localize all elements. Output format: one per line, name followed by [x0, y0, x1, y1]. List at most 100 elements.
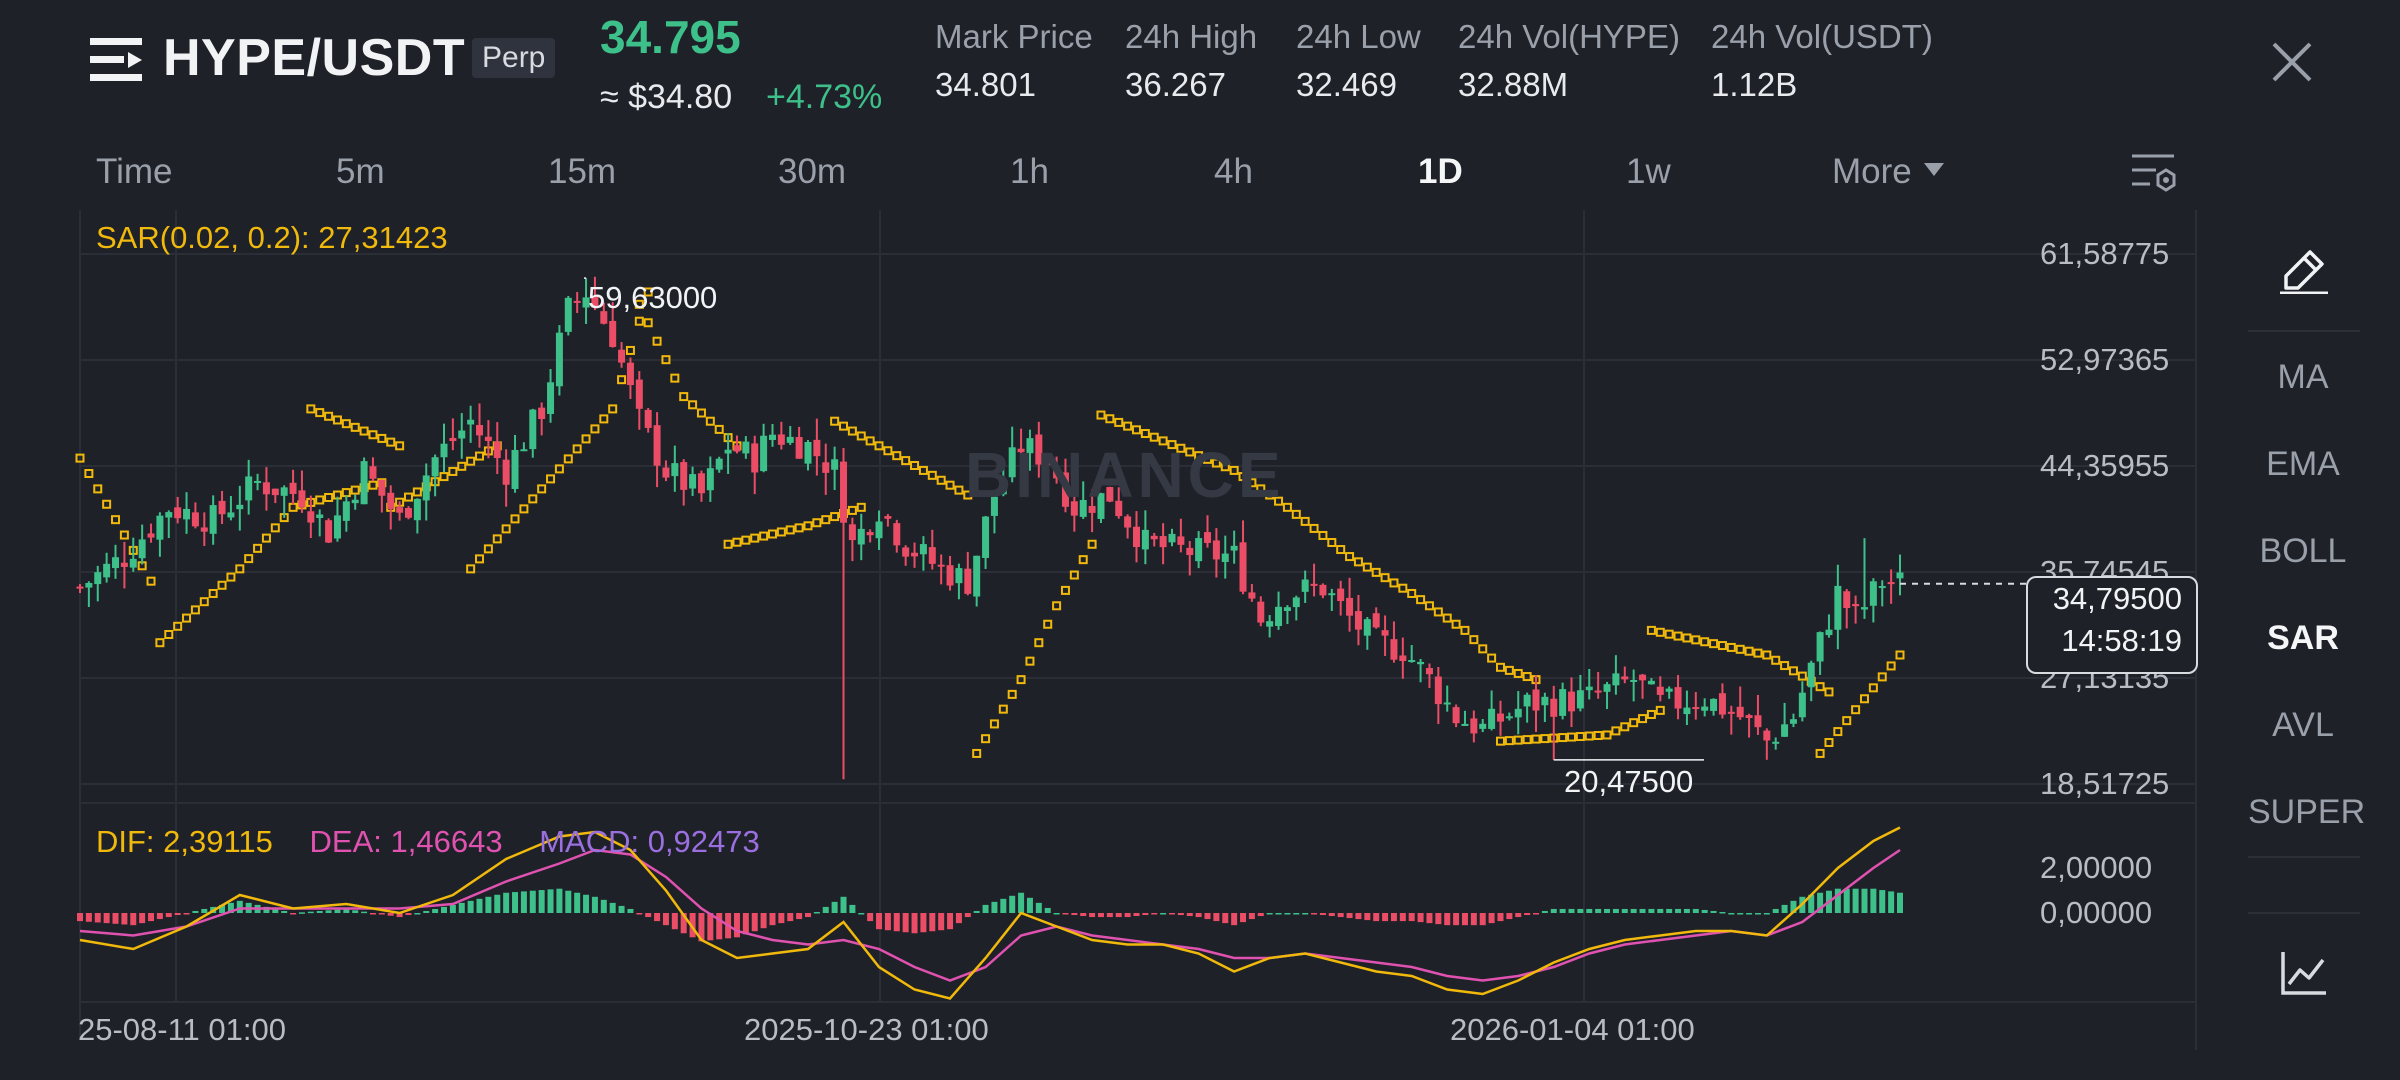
candle-body	[1727, 711, 1735, 714]
sar-dot	[412, 487, 422, 497]
line-chart-icon[interactable]	[2280, 950, 2328, 996]
tool-avl[interactable]: AVL	[2272, 706, 2334, 744]
sar-dot	[1495, 736, 1505, 746]
macd-bar	[1417, 913, 1424, 923]
sar-dot	[643, 318, 653, 328]
macd-bar	[1390, 913, 1397, 922]
pencil-icon[interactable]	[2280, 246, 2328, 294]
macd-bar	[1195, 913, 1202, 918]
sar-dot	[794, 523, 804, 533]
timeframe-1w[interactable]: 1w	[1626, 152, 1671, 191]
macd-bar	[565, 890, 572, 913]
tool-ma[interactable]: MA	[2277, 358, 2329, 396]
sar-dot	[874, 441, 884, 451]
sar-dot	[830, 416, 840, 426]
candle-body	[147, 533, 155, 538]
macd-bar	[662, 913, 669, 926]
macd-bar	[538, 890, 545, 913]
candle-body	[449, 437, 457, 441]
macd-bar	[902, 913, 909, 933]
sar-dot	[1469, 635, 1479, 645]
candle-body	[1230, 545, 1238, 551]
timeframe-1d[interactable]: 1D	[1418, 152, 1463, 191]
candle-body	[547, 382, 555, 414]
pair-title[interactable]: HYPE/USDT	[163, 29, 466, 87]
timeframe-15m[interactable]: 15m	[548, 152, 617, 191]
sar-dot	[182, 613, 192, 623]
sar-dot	[936, 475, 946, 485]
sar-dot	[1771, 655, 1781, 665]
macd-bar	[458, 902, 465, 913]
macd-bar	[1497, 913, 1504, 922]
candle-body	[94, 572, 102, 585]
chart-settings-icon[interactable]	[2130, 150, 2178, 196]
tool-super[interactable]: SUPER	[2248, 793, 2366, 831]
sar-dot	[288, 502, 298, 512]
sar-dot	[368, 430, 378, 440]
sar-indicator-label: SAR(0.02, 0.2): 27,31423	[96, 220, 448, 255]
tool-ema[interactable]: EMA	[2266, 445, 2340, 483]
sar-dot	[1043, 619, 1053, 629]
candle-body	[1798, 692, 1806, 718]
candle-body	[982, 516, 990, 558]
macd-bar	[1151, 913, 1158, 915]
tool-sar[interactable]: SAR	[2267, 619, 2339, 657]
candle-body	[1736, 706, 1744, 718]
macd-bar	[742, 913, 749, 935]
close-icon[interactable]	[2268, 38, 2316, 86]
candle-body	[378, 479, 386, 496]
macd-bar	[130, 913, 137, 926]
timeframe-4h[interactable]: 4h	[1214, 152, 1253, 191]
candle-body	[1079, 499, 1087, 517]
timeframe-5m[interactable]: 5m	[336, 152, 385, 191]
candle-body	[484, 436, 492, 441]
sar-dot	[483, 544, 493, 554]
sar-dot	[359, 426, 369, 436]
candle-body	[1044, 462, 1052, 465]
sar-dot	[315, 495, 325, 505]
sar-dot	[1274, 496, 1284, 506]
candle-body	[573, 300, 581, 303]
sar-dot	[785, 525, 795, 535]
tool-boll[interactable]: BOLL	[2259, 532, 2347, 570]
sar-dot	[199, 597, 209, 607]
sar-dot	[883, 446, 893, 456]
candle-body	[1035, 434, 1043, 465]
macd-histogram	[77, 888, 1903, 942]
dea-label: DEA: 1,46643	[309, 824, 503, 859]
candle-body	[1363, 619, 1371, 636]
sar-dot	[93, 484, 103, 494]
macd-bar	[1133, 913, 1140, 917]
sar-dot	[1522, 672, 1532, 682]
macd-bar	[1382, 913, 1389, 922]
macd-bar	[1355, 913, 1362, 920]
sar-dot	[714, 424, 724, 434]
candle-body	[112, 557, 120, 569]
sar-dot	[1567, 732, 1577, 742]
candle-body	[795, 437, 803, 459]
candle-body	[529, 409, 537, 450]
macd-bar	[423, 910, 430, 913]
sar-dot	[1123, 421, 1133, 431]
candle-body	[955, 568, 963, 584]
sar-dot	[1611, 726, 1621, 736]
sar-dot	[608, 404, 618, 414]
candle-body	[1168, 533, 1176, 543]
macd-bar	[1639, 908, 1646, 913]
macd-bar	[1000, 898, 1007, 913]
timeframe-time[interactable]: Time	[96, 152, 173, 191]
candle-body	[458, 430, 466, 439]
menu-icon[interactable]	[90, 36, 142, 84]
candle-body	[138, 539, 146, 559]
timeframe-1h[interactable]: 1h	[1010, 152, 1049, 191]
timeframe-more[interactable]: More	[1832, 152, 1944, 192]
timeframe-30m[interactable]: 30m	[778, 152, 847, 191]
candle-body	[1710, 698, 1718, 711]
sar-dot	[1797, 671, 1807, 681]
sar-dot	[918, 465, 928, 475]
macd-bar	[982, 904, 989, 913]
sar-dot	[1114, 417, 1124, 427]
sar-dot	[1460, 625, 1470, 635]
sar-dot	[945, 480, 955, 490]
